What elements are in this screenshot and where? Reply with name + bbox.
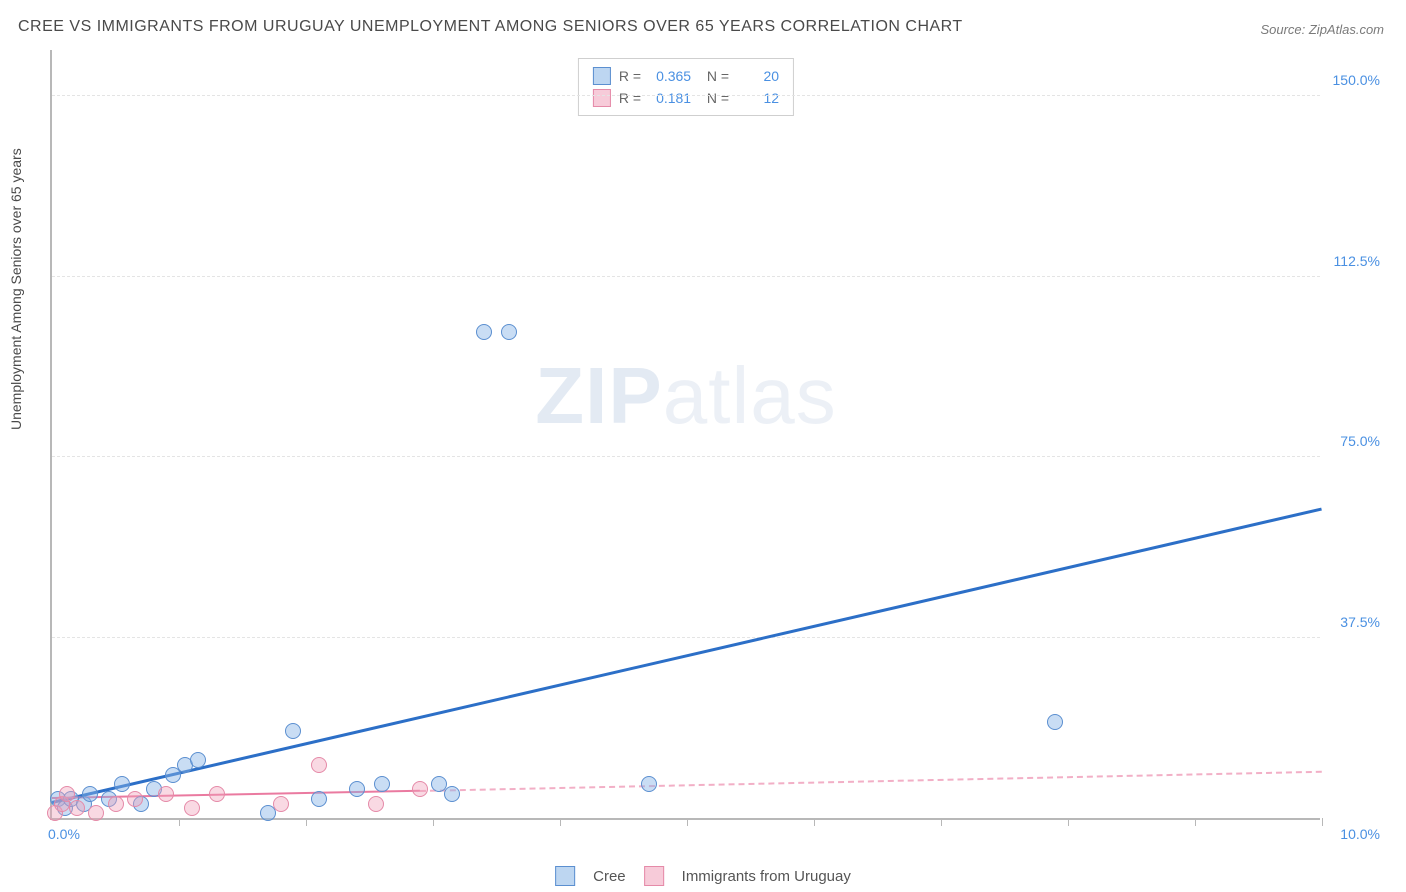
x-tick bbox=[179, 818, 180, 826]
data-point bbox=[184, 800, 200, 816]
gridline-h bbox=[52, 95, 1320, 96]
data-point bbox=[311, 757, 327, 773]
data-point bbox=[59, 786, 75, 802]
x-tick bbox=[306, 818, 307, 826]
legend-n-value: 20 bbox=[737, 65, 779, 87]
y-tick-label: 37.5% bbox=[1325, 614, 1380, 630]
legend-row-cree: R = 0.365 N = 20 bbox=[593, 65, 779, 87]
y-tick-label: 150.0% bbox=[1325, 72, 1380, 88]
y-tick-label: 75.0% bbox=[1325, 433, 1380, 449]
swatch-pink-icon bbox=[644, 866, 664, 886]
source-label: Source: ZipAtlas.com bbox=[1260, 22, 1384, 37]
data-point bbox=[108, 796, 124, 812]
data-point bbox=[476, 324, 492, 340]
legend-row-uruguay: R = 0.181 N = 12 bbox=[593, 87, 779, 109]
data-point bbox=[190, 752, 206, 768]
x-tick bbox=[941, 818, 942, 826]
data-point bbox=[641, 776, 657, 792]
data-point bbox=[1047, 714, 1063, 730]
watermark: ZIPatlas bbox=[535, 350, 836, 442]
data-point bbox=[209, 786, 225, 802]
gridline-h bbox=[52, 637, 1320, 638]
x-tick bbox=[433, 818, 434, 826]
x-tick bbox=[1068, 818, 1069, 826]
x-tick-label: 10.0% bbox=[1340, 826, 1380, 842]
data-point bbox=[368, 796, 384, 812]
x-tick bbox=[1322, 818, 1323, 826]
y-axis-label: Unemployment Among Seniors over 65 years bbox=[8, 148, 24, 430]
data-point bbox=[114, 776, 130, 792]
data-point bbox=[444, 786, 460, 802]
legend-label-uruguay: Immigrants from Uruguay bbox=[682, 868, 851, 885]
legend-r-value: 0.365 bbox=[649, 65, 691, 87]
data-point bbox=[273, 796, 289, 812]
data-point bbox=[412, 781, 428, 797]
x-tick bbox=[1195, 818, 1196, 826]
correlation-legend: R = 0.365 N = 20 R = 0.181 N = 12 bbox=[578, 58, 794, 116]
data-point bbox=[501, 324, 517, 340]
trend-line bbox=[420, 770, 1322, 791]
gridline-h bbox=[52, 456, 1320, 457]
legend-label-cree: Cree bbox=[593, 868, 626, 885]
x-tick bbox=[687, 818, 688, 826]
legend-n-label: N = bbox=[699, 65, 729, 87]
legend-r-value: 0.181 bbox=[649, 87, 691, 109]
data-point bbox=[88, 805, 104, 821]
x-tick-label: 0.0% bbox=[48, 826, 80, 842]
data-point bbox=[82, 786, 98, 802]
x-tick bbox=[814, 818, 815, 826]
series-legend: Cree Immigrants from Uruguay bbox=[555, 866, 851, 886]
swatch-blue-icon bbox=[555, 866, 575, 886]
swatch-pink-icon bbox=[593, 89, 611, 107]
data-point bbox=[69, 800, 85, 816]
data-point bbox=[285, 723, 301, 739]
plot-area: ZIPatlas R = 0.365 N = 20 R = 0.181 N = … bbox=[50, 50, 1320, 820]
trend-line bbox=[52, 507, 1323, 803]
data-point bbox=[127, 791, 143, 807]
gridline-h bbox=[52, 276, 1320, 277]
legend-n-label: N = bbox=[699, 87, 729, 109]
legend-r-label: R = bbox=[619, 87, 641, 109]
chart-title: CREE VS IMMIGRANTS FROM URUGUAY UNEMPLOY… bbox=[18, 18, 963, 36]
legend-r-label: R = bbox=[619, 65, 641, 87]
x-tick bbox=[560, 818, 561, 826]
y-tick-label: 112.5% bbox=[1325, 253, 1380, 269]
data-point bbox=[374, 776, 390, 792]
data-point bbox=[158, 786, 174, 802]
legend-n-value: 12 bbox=[737, 87, 779, 109]
data-point bbox=[311, 791, 327, 807]
swatch-blue-icon bbox=[593, 67, 611, 85]
data-point bbox=[349, 781, 365, 797]
